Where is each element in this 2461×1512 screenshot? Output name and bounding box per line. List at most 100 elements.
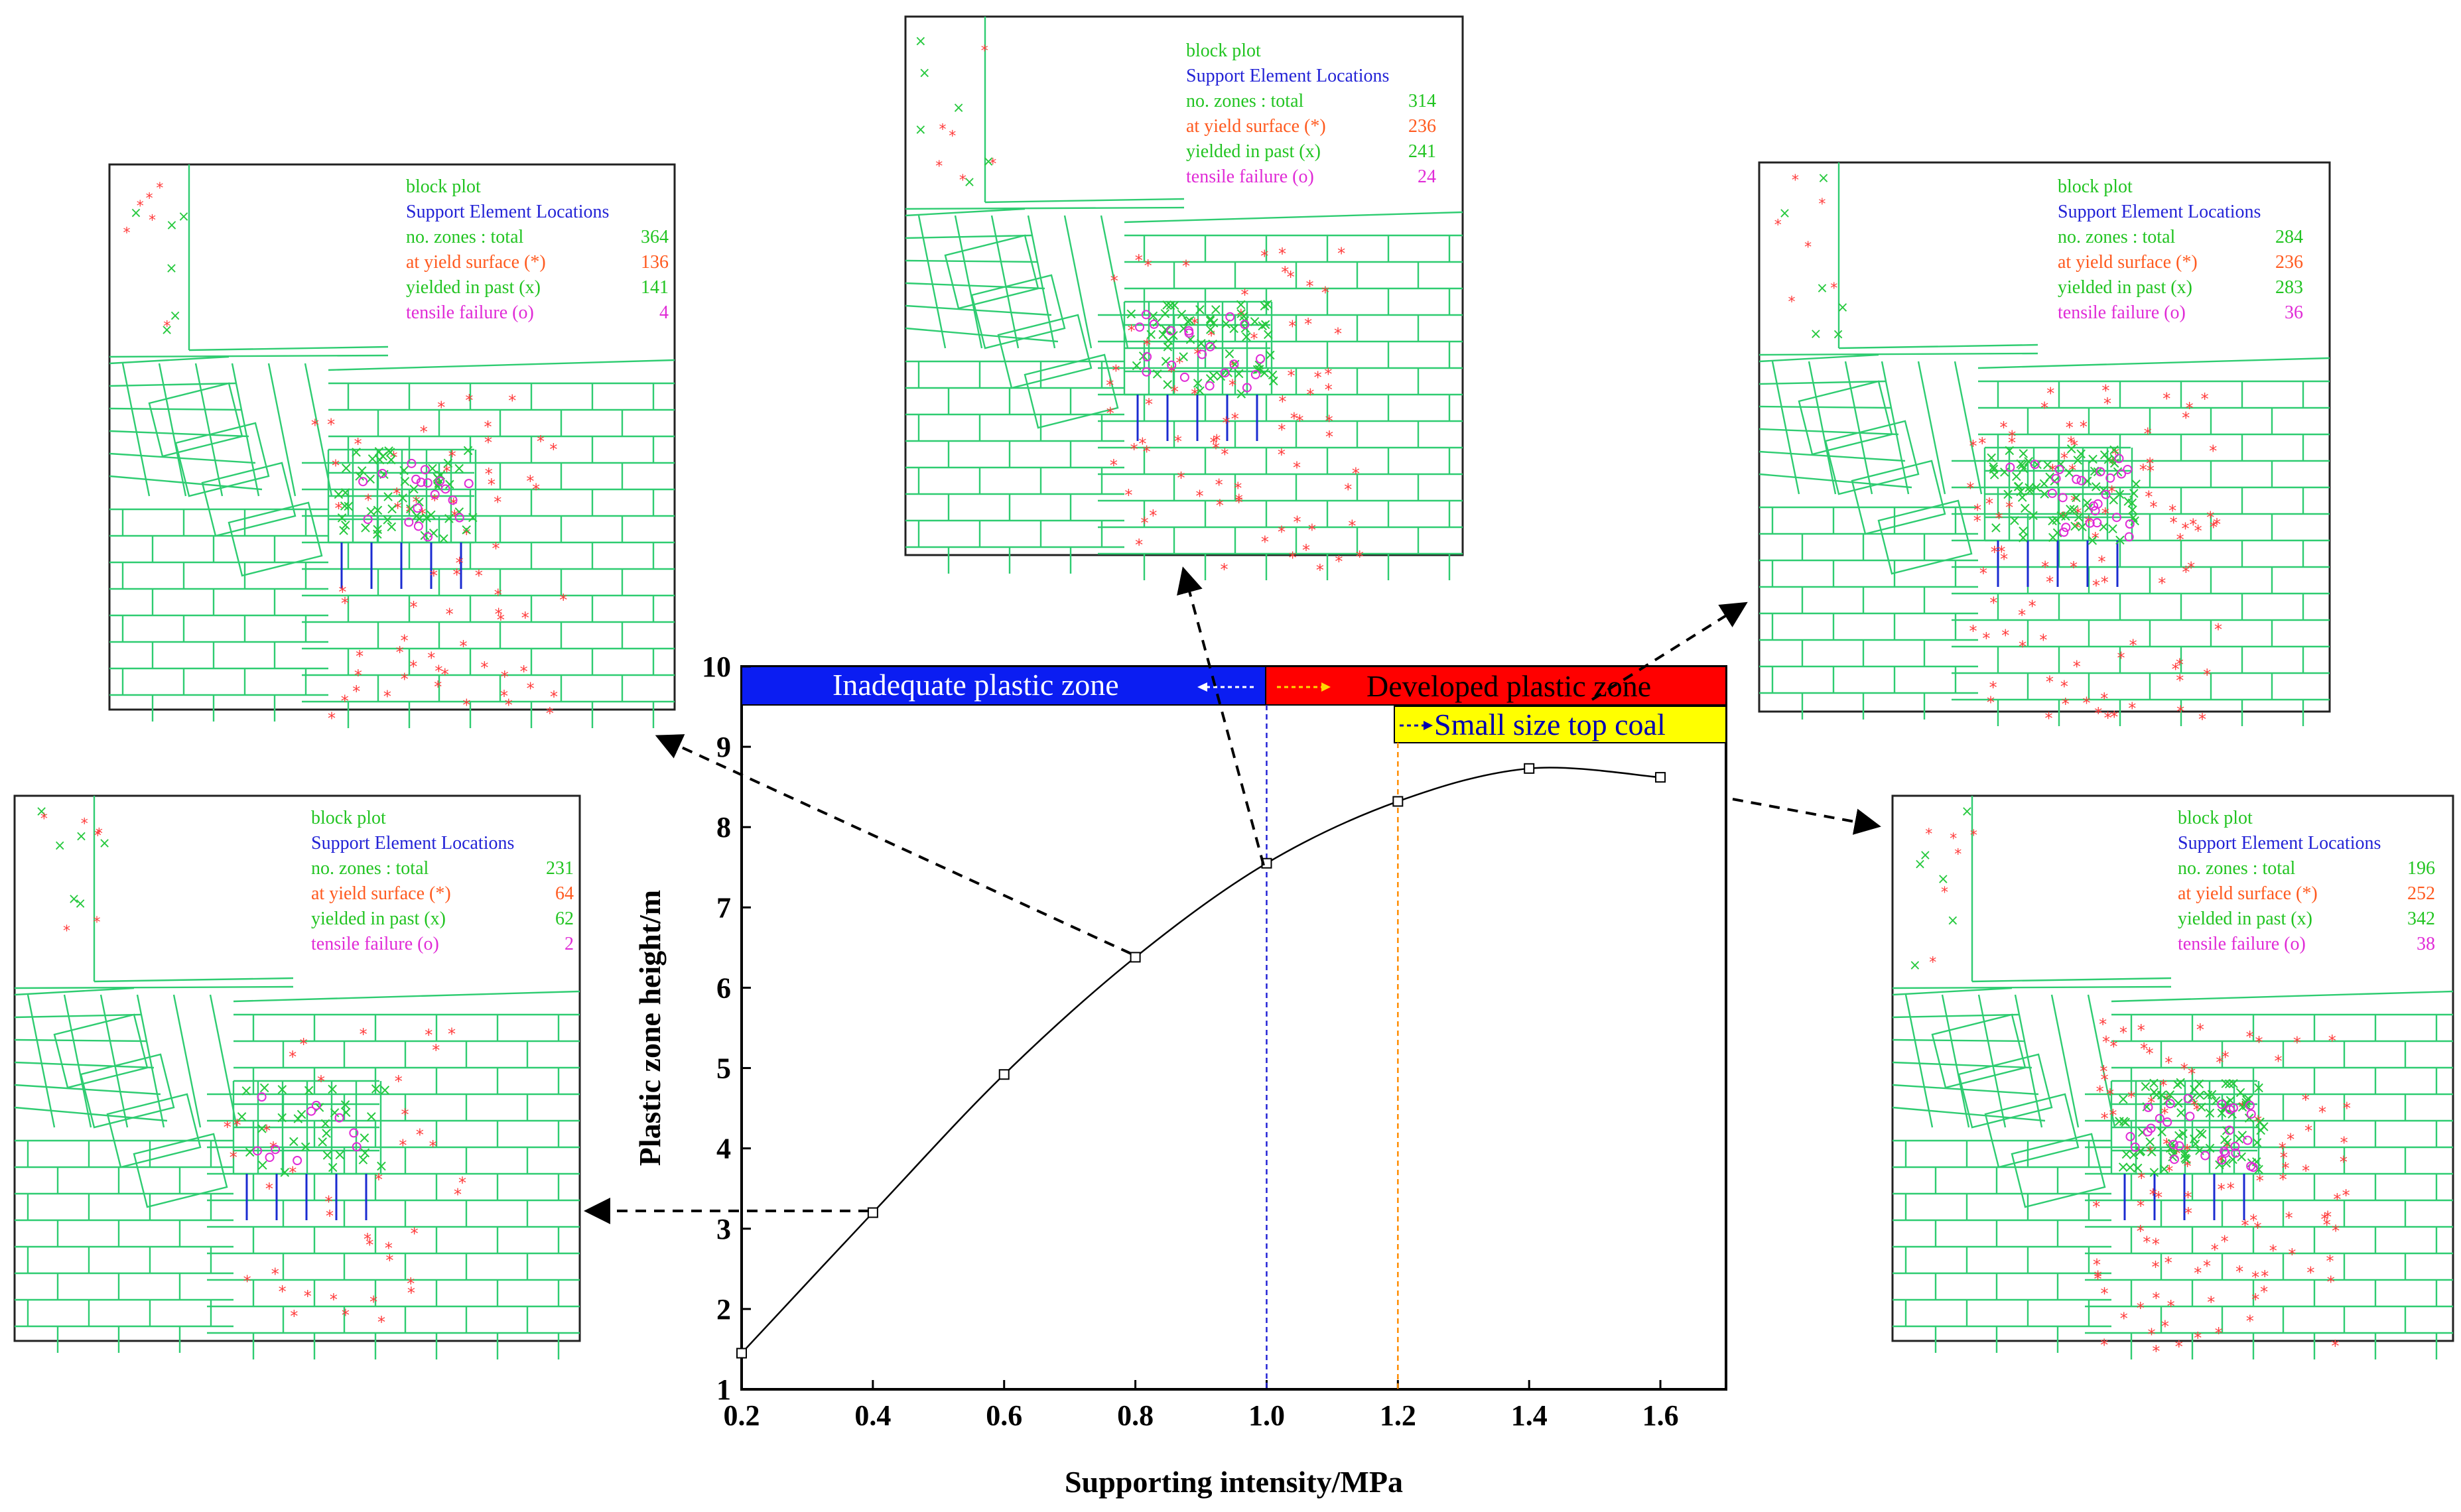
yield-marker: * <box>2218 1180 2226 1199</box>
yield-marker: * <box>1979 564 1987 583</box>
yield-marker: * <box>385 1251 393 1270</box>
yield-marker: * <box>2261 1267 2269 1286</box>
overburden-marker: * <box>1788 294 1795 311</box>
overburden-marker: × <box>1914 856 1926 873</box>
yield-marker: * <box>2176 671 2184 690</box>
inadequate-arrowhead <box>1197 682 1207 692</box>
failure-markers: ****************************************… <box>123 180 568 727</box>
caved-block <box>970 274 1066 349</box>
legend-subtitle: Support Element Locations <box>1186 66 1389 86</box>
past-marker: × <box>1227 319 1240 338</box>
yield-marker: * <box>508 391 516 410</box>
yield-marker: * <box>2137 1222 2145 1241</box>
tensile-marker <box>2169 1155 2179 1165</box>
past-marker: × <box>2113 1111 2126 1130</box>
past-marker: × <box>2133 1142 2147 1161</box>
yield-marker: * <box>2092 576 2100 595</box>
yield-marker: * <box>2203 1257 2211 1275</box>
tensile-marker <box>2162 1117 2172 1127</box>
yield-marker: * <box>1302 541 1310 560</box>
past-marker: × <box>2174 1073 2187 1092</box>
overburden-marker: * <box>935 158 943 175</box>
yield-marker: * <box>1281 263 1289 282</box>
tensile-marker <box>1197 349 1207 359</box>
yield-marker: * <box>1213 432 1221 450</box>
yield-marker: * <box>1287 367 1295 385</box>
yield-marker: * <box>395 1072 403 1091</box>
block-edge <box>1977 994 2007 1128</box>
past-marker: × <box>2253 1112 2267 1131</box>
yield-marker: * <box>2168 501 2176 520</box>
overburden-marker: * <box>137 198 144 215</box>
yield-marker: * <box>458 1174 466 1192</box>
past-marker: × <box>339 483 352 502</box>
yield-marker: * <box>2137 1021 2145 1040</box>
yield-marker: * <box>1334 324 1342 343</box>
past-marker: × <box>2155 1123 2168 1141</box>
yield-marker: * <box>2235 1263 2243 1281</box>
tensile-marker <box>2090 506 2100 516</box>
y-tick-label: 6 <box>716 972 731 1004</box>
block-edge <box>14 1061 155 1069</box>
yield-marker: * <box>484 418 492 436</box>
past-marker: × <box>1207 366 1220 385</box>
past-marker: × <box>441 454 454 472</box>
past-marker: × <box>2127 508 2140 527</box>
tensile-marker <box>349 1128 359 1138</box>
past-marker: × <box>381 487 395 505</box>
overburden-marker: × <box>1810 326 1822 342</box>
past-marker: × <box>2107 449 2121 468</box>
past-marker: × <box>1989 519 2003 537</box>
block-edge <box>1759 450 1906 462</box>
past-marker: × <box>258 1078 271 1097</box>
yield-marker: * <box>2176 656 2184 674</box>
yield-marker: * <box>399 1137 407 1155</box>
yield-marker: * <box>356 647 364 666</box>
yield-marker: * <box>2060 677 2068 696</box>
tensile-marker <box>2005 462 2015 472</box>
past-marker: × <box>2188 1129 2201 1148</box>
legend-total-value: 196 <box>2407 858 2435 879</box>
overburden-marker: * <box>1830 281 1837 297</box>
overburden-marker: * <box>163 318 170 335</box>
yield-marker: * <box>494 493 501 511</box>
developed-arrowhead <box>1321 682 1331 692</box>
past-marker: × <box>2016 456 2029 474</box>
block-edge <box>109 355 230 365</box>
overburden-marker: × <box>1816 281 1828 297</box>
yield-marker: * <box>2070 437 2078 456</box>
past-marker: × <box>2065 439 2078 458</box>
yield-marker: * <box>1989 594 1997 613</box>
overburden-marker: × <box>130 205 142 221</box>
past-marker: × <box>1130 356 1144 375</box>
yield-marker: * <box>2203 666 2211 684</box>
small-coal-zone-bar <box>1394 706 1727 743</box>
failure-markers: ****************************************… <box>1909 804 2351 1361</box>
block-edge <box>1954 361 1983 495</box>
yield-marker: * <box>1969 437 1977 456</box>
past-marker: × <box>2074 444 2088 463</box>
yield-marker: * <box>559 591 567 609</box>
past-marker: × <box>366 449 379 468</box>
overburden-marker: × <box>161 322 172 339</box>
yield-marker: * <box>330 1291 338 1309</box>
yield-marker: * <box>338 583 346 601</box>
yield-marker: * <box>1149 507 1157 525</box>
yield-marker: * <box>2045 710 2053 728</box>
yield-marker: * <box>2152 1289 2160 1308</box>
legend-title: block plot <box>2178 808 2253 828</box>
yield-marker: * <box>1128 322 1136 340</box>
failure-markers: ****************************************… <box>915 33 1364 580</box>
yield-marker: * <box>1221 446 1229 464</box>
yield-marker: * <box>2201 390 2209 409</box>
block-edge <box>1808 361 1837 495</box>
past-marker: × <box>1259 315 1272 334</box>
yield-marker: * <box>2211 1241 2219 1259</box>
past-marker: × <box>2201 1086 2214 1104</box>
yield-marker: * <box>364 491 372 509</box>
yield-marker: * <box>2101 573 2109 592</box>
past-marker: × <box>2189 1135 2202 1153</box>
overburden-marker: * <box>94 828 101 845</box>
block-edge <box>905 282 1045 290</box>
block-edge <box>917 215 947 349</box>
